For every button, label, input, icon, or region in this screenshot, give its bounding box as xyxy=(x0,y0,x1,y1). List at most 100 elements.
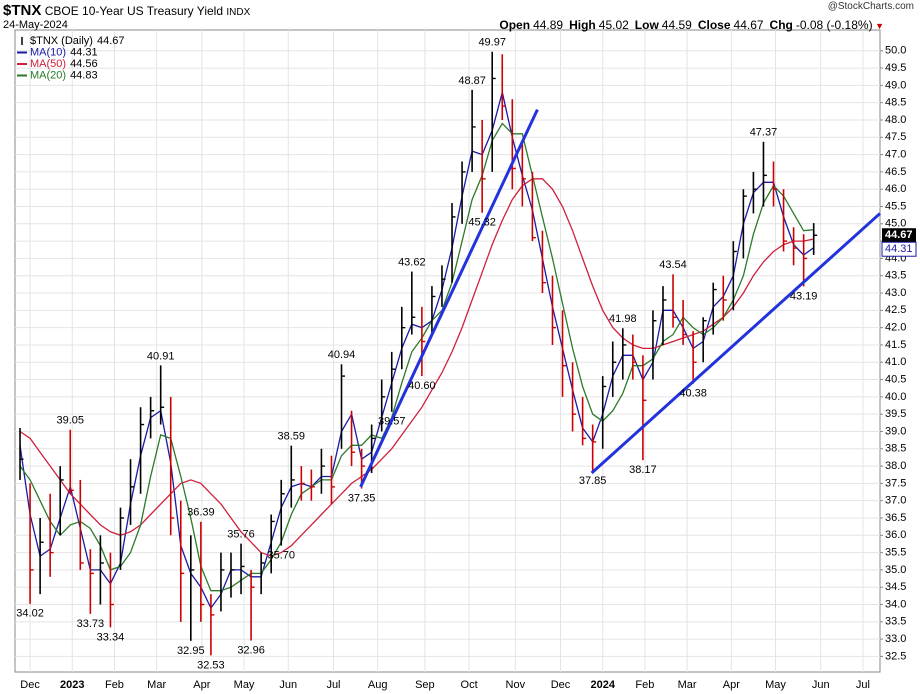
y-tick-label: 32.5 xyxy=(885,650,906,662)
price-annotation: 35.70 xyxy=(267,550,295,562)
legend-name: MA(50) xyxy=(30,58,66,70)
legend-entry: $TNX (Daily) 44.67 xyxy=(30,35,124,47)
moving-average xyxy=(19,92,815,610)
source: @StockCharts.com xyxy=(827,1,914,12)
x-tick-label: Dec xyxy=(551,679,571,691)
value-tag-text: 44.67 xyxy=(885,229,913,241)
quote-label: High xyxy=(569,18,596,32)
legend-entry: MA(10) 44.31 xyxy=(30,46,98,58)
price-annotation: 33.34 xyxy=(97,631,125,643)
x-tick-label: Sep xyxy=(415,679,435,691)
y-tick-label: 47.5 xyxy=(885,131,906,143)
price-annotation: 38.17 xyxy=(629,464,657,476)
plot-frame xyxy=(14,29,881,673)
value-tag-text: 44.31 xyxy=(885,243,913,255)
price-annotation: 38.59 xyxy=(278,431,306,443)
x-tick-label: Mar xyxy=(678,679,697,691)
quote-value: 44.59 xyxy=(661,18,692,32)
y-tick-label: 39.0 xyxy=(885,425,906,437)
price-annotation: 40.38 xyxy=(679,388,707,400)
y-tick-label: 43.5 xyxy=(885,270,906,282)
price-annotation: 43.62 xyxy=(398,256,426,268)
y-tick-label: 50.0 xyxy=(885,45,906,57)
y-tick-label: 48.0 xyxy=(885,114,906,126)
y-tick-label: 38.5 xyxy=(885,443,906,455)
y-tick-label: 43.0 xyxy=(885,287,906,299)
price-annotation: 32.53 xyxy=(197,659,225,671)
x-tick-label: Jul xyxy=(326,679,340,691)
y-tick-label: 42.0 xyxy=(885,322,906,334)
quote-value: 45.02 xyxy=(598,18,629,32)
y-tick-label: 40.5 xyxy=(885,373,906,385)
x-tick-label: Feb xyxy=(105,679,124,691)
price-annotation: 37.85 xyxy=(579,475,607,487)
price-annotation: 37.35 xyxy=(348,492,376,504)
price-annotation: 36.39 xyxy=(187,507,215,519)
price-annotation: 39.57 xyxy=(378,416,406,428)
legend-value: 44.67 xyxy=(97,35,125,47)
y-tick-label: 33.5 xyxy=(885,616,906,628)
y-tick-label: 49.5 xyxy=(885,62,906,74)
quote-label: Low xyxy=(634,18,659,32)
y-tick-label: 33.0 xyxy=(885,633,906,645)
y-tick-label: 36.5 xyxy=(885,512,906,524)
price-annotation: 32.96 xyxy=(237,644,265,656)
x-tick-label: Feb xyxy=(635,679,654,691)
y-tick-label: 41.5 xyxy=(885,339,906,351)
quote-value: 44.89 xyxy=(533,18,564,32)
y-tick-label: 40.0 xyxy=(885,391,906,403)
y-tick-label: 37.5 xyxy=(885,477,906,489)
y-tick-label: 42.5 xyxy=(885,304,906,316)
header-title: $TNX CBOE 10-Year US Treasury Yield INDX xyxy=(3,2,250,19)
y-tick-label: 45.0 xyxy=(885,218,906,230)
price-annotation: 34.02 xyxy=(16,608,44,620)
price-annotation: 33.73 xyxy=(77,618,105,630)
price-annotation: 49.97 xyxy=(478,37,506,49)
price-annotation: 47.37 xyxy=(750,127,778,139)
change-arrow: ▼ xyxy=(872,21,884,31)
quote-label: Close xyxy=(697,18,731,32)
x-tick-label: 2024 xyxy=(590,679,615,691)
date: 24-May-2024 xyxy=(3,19,68,31)
title: CBOE 10-Year US Treasury Yield xyxy=(44,4,223,18)
y-tick-label: 46.0 xyxy=(885,183,906,195)
y-tick-label: 37.0 xyxy=(885,495,906,507)
legend-entry: MA(20) 44.83 xyxy=(30,69,98,81)
price-annotation: 40.60 xyxy=(408,380,436,392)
quote-label: Open xyxy=(499,18,531,32)
x-tick-label: May xyxy=(765,679,786,691)
legend-value: 44.56 xyxy=(70,58,98,70)
price-annotation: 32.95 xyxy=(177,645,205,657)
symbol: $TNX xyxy=(3,2,42,19)
price-annotation: 48.87 xyxy=(458,75,486,87)
x-tick-label: Mar xyxy=(147,679,166,691)
y-tick-label: 41.0 xyxy=(885,356,906,368)
y-tick-label: 34.0 xyxy=(885,598,906,610)
price-annotation: 40.94 xyxy=(328,349,356,361)
legend-name: $TNX (Daily) xyxy=(30,35,93,47)
x-tick-label: May xyxy=(234,679,255,691)
legend-name: MA(20) xyxy=(30,69,66,81)
trendline xyxy=(590,212,882,475)
legend-entry: MA(50) 44.56 xyxy=(30,58,98,70)
trendline xyxy=(359,108,539,488)
x-tick-label: Apr xyxy=(723,679,740,691)
price-annotation: 43.19 xyxy=(790,290,818,302)
quote-value: -0.08 (-0.18%) xyxy=(795,18,873,32)
price-annotation: 39.05 xyxy=(56,415,84,427)
legend-value: 44.31 xyxy=(70,46,98,58)
x-tick-label: 2023 xyxy=(60,679,84,691)
y-tick-label: 35.0 xyxy=(885,564,906,576)
price-annotation: 35.76 xyxy=(227,529,255,541)
y-tick-label: 34.5 xyxy=(885,581,906,593)
price-annotation: 43.54 xyxy=(659,259,687,271)
value-tag xyxy=(882,228,916,243)
moving-average xyxy=(19,178,814,557)
y-tick-label: 48.5 xyxy=(885,97,906,109)
exchange: INDX xyxy=(226,7,251,18)
price-annotation: 41.98 xyxy=(609,313,637,325)
y-tick-label: 39.5 xyxy=(885,408,906,420)
y-tick-label: 46.5 xyxy=(885,166,906,178)
